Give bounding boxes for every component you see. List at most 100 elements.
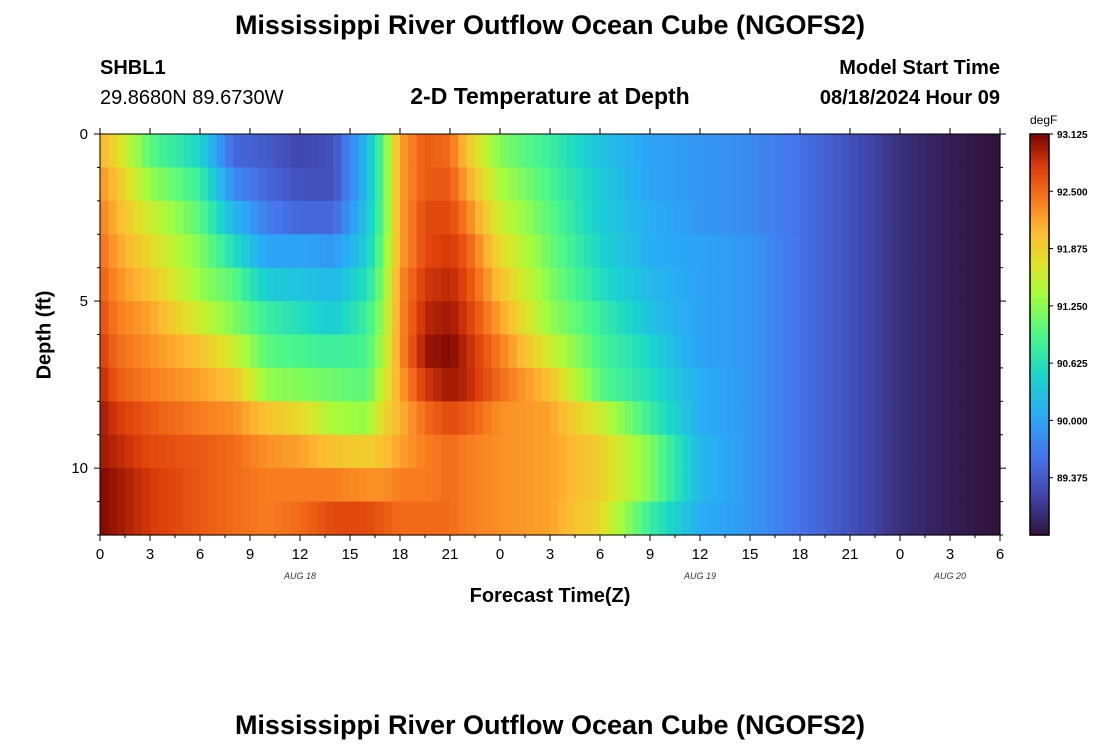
colorbar-segment (1030, 360, 1049, 364)
heatmap-cell (950, 401, 959, 436)
heatmap-cell (600, 367, 609, 402)
heatmap-cell (783, 301, 793, 336)
heatmap-cell (708, 234, 718, 269)
heatmap-cell (116, 501, 126, 536)
heatmap-cell (208, 401, 218, 436)
heatmap-cell (416, 334, 426, 369)
heatmap-cell (366, 501, 376, 536)
heatmap-cell (175, 468, 184, 503)
heatmap-cell (325, 501, 334, 536)
colorbar-segment (1030, 446, 1049, 450)
heatmap-cell (141, 501, 151, 536)
heatmap-cell (816, 134, 826, 169)
heatmap-cell (183, 301, 193, 336)
heatmap-cell (508, 367, 518, 402)
heatmap-cell (800, 401, 809, 436)
heatmap-cell (200, 167, 209, 202)
heatmap-cell (591, 200, 601, 235)
heatmap-cell (716, 234, 726, 269)
heatmap-cell (800, 301, 809, 336)
heatmap-cell (533, 134, 543, 169)
heatmap-cell (700, 267, 709, 302)
heatmap-cell (725, 234, 734, 269)
heatmap-cell (858, 434, 868, 469)
heatmap-cell (683, 401, 693, 436)
heatmap-cell (208, 367, 218, 402)
heatmap-cell (608, 434, 618, 469)
heatmap-cell (508, 234, 518, 269)
heatmap-cell (833, 134, 843, 169)
colorbar-segment (1030, 237, 1049, 241)
heatmap-cell (625, 200, 634, 235)
heatmap-cell (575, 134, 584, 169)
heatmap-cell (883, 334, 893, 369)
heatmap-cell (116, 167, 126, 202)
heatmap-cell (691, 468, 701, 503)
heatmap-cell (808, 234, 818, 269)
colorbar-segment (1030, 168, 1049, 172)
heatmap-cell (316, 167, 326, 202)
heatmap-cell (350, 301, 359, 336)
heatmap-cell (225, 434, 234, 469)
heatmap-cell (291, 167, 301, 202)
heatmap-cell (583, 334, 593, 369)
heatmap-cell (883, 501, 893, 536)
colorbar-segment (1030, 148, 1049, 152)
heatmap-cell (475, 434, 484, 469)
heatmap-cell (150, 501, 159, 536)
heatmap-cell (758, 468, 768, 503)
colorbar-segment (1030, 174, 1049, 178)
x-tick-label: 21 (842, 546, 859, 563)
heatmap-cell (783, 334, 793, 369)
colorbar-segment (1030, 208, 1049, 212)
heatmap-cell (966, 167, 976, 202)
heatmap-cell (825, 234, 834, 269)
heatmap-cell (866, 167, 876, 202)
heatmap-cell (708, 501, 718, 536)
colorbar-segment (1030, 199, 1049, 204)
heatmap-cell (716, 301, 726, 336)
heatmap-cell (283, 468, 293, 503)
heatmap-cell (116, 468, 126, 503)
heatmap-cell (108, 167, 118, 202)
heatmap-cell (441, 468, 451, 503)
heatmap-cell (525, 468, 534, 503)
heatmap-cell (666, 367, 676, 402)
heatmap-cell (758, 401, 768, 436)
heatmap-cell (158, 267, 168, 302)
heatmap-cell (800, 167, 809, 202)
colorbar-segment (1030, 294, 1049, 298)
heatmap-cell (558, 401, 568, 436)
heatmap-cell (641, 234, 651, 269)
heatmap-cell (283, 167, 293, 202)
x-tick-label: 12 (292, 546, 309, 563)
heatmap-cell (808, 167, 818, 202)
heatmap-cell (916, 234, 926, 269)
heatmap-cell (758, 301, 768, 336)
heatmap-cell (950, 334, 959, 369)
heatmap-cell (825, 301, 834, 336)
heatmap-cell (241, 134, 251, 169)
heatmap-cell (350, 167, 359, 202)
heatmap-cell (325, 468, 334, 503)
heatmap-cell (266, 367, 276, 402)
heatmap-cell (391, 200, 401, 235)
heatmap-cell (800, 267, 809, 302)
heatmap-cell (741, 434, 751, 469)
heatmap-cell (283, 334, 293, 369)
heatmap-cell (325, 134, 334, 169)
heatmap-cell (258, 501, 268, 536)
heatmap-cell (691, 167, 701, 202)
heatmap-cell (458, 167, 468, 202)
heatmap-cell (508, 434, 518, 469)
heatmap-cell (708, 401, 718, 436)
heatmap-cell (608, 334, 618, 369)
heatmap-cell (800, 234, 809, 269)
heatmap-cell (641, 167, 651, 202)
heatmap-cell (300, 200, 309, 235)
heatmap-cell (350, 134, 359, 169)
heatmap-cell (866, 501, 876, 536)
heatmap-cell (791, 267, 801, 302)
heatmap-cell (508, 401, 518, 436)
heatmap-cell (541, 200, 551, 235)
